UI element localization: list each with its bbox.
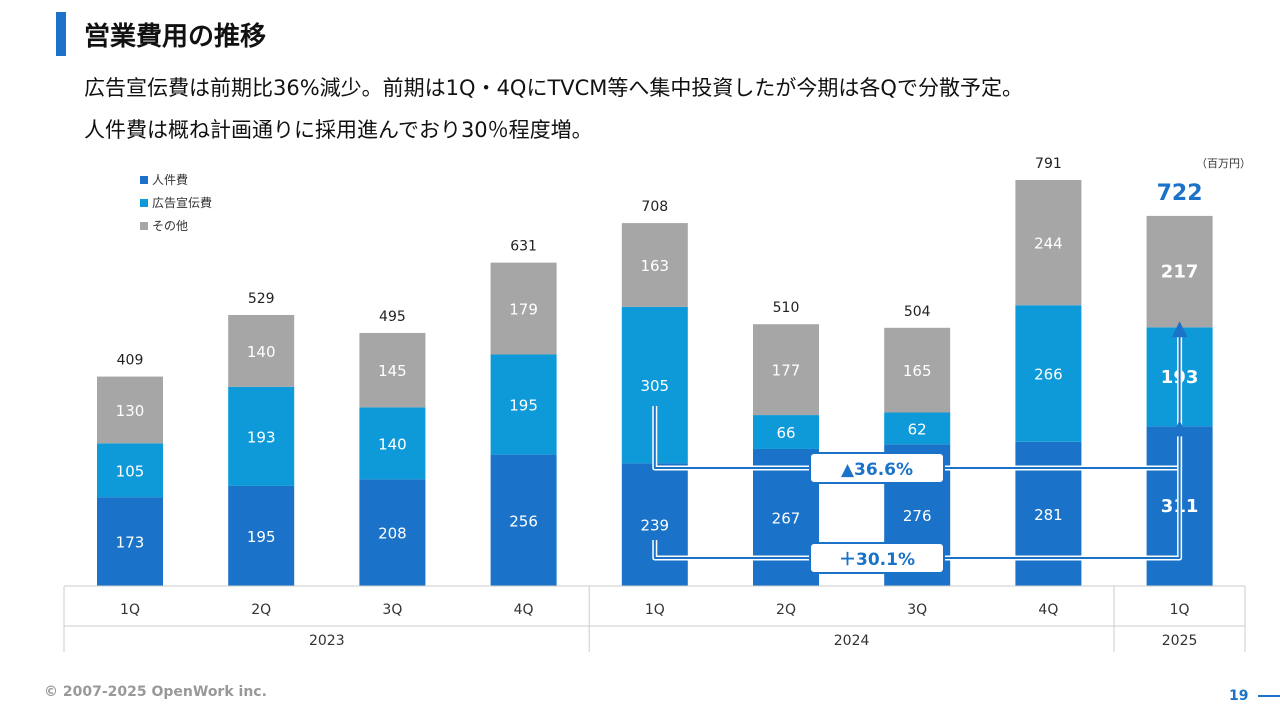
data-label: 217 bbox=[1161, 262, 1199, 283]
legend-label: 人件費 bbox=[152, 173, 189, 187]
data-label: 276 bbox=[903, 507, 932, 525]
x-tick-label: 3Q bbox=[382, 602, 402, 618]
bar-segment bbox=[753, 448, 819, 586]
legend-swatch bbox=[140, 175, 148, 184]
total-label: 791 bbox=[1035, 156, 1062, 172]
bar-segment bbox=[490, 262, 557, 355]
data-label: 267 bbox=[772, 509, 801, 527]
legend-item-other: その他 bbox=[140, 214, 212, 237]
total-label: 631 bbox=[510, 239, 537, 255]
total-label: 722 bbox=[1157, 181, 1203, 206]
unit-label: （百万円） bbox=[1196, 157, 1251, 170]
data-label: 140 bbox=[247, 343, 276, 361]
legend-label: その他 bbox=[152, 219, 189, 233]
bar-segment bbox=[490, 354, 557, 455]
group-label: 2023 bbox=[309, 633, 345, 649]
data-label: 179 bbox=[509, 301, 538, 319]
bar-segment bbox=[359, 479, 426, 586]
x-tick-label: 4Q bbox=[514, 602, 534, 618]
total-label: 510 bbox=[773, 300, 800, 316]
bar-segment bbox=[97, 376, 163, 444]
x-tick-label: 3Q bbox=[907, 602, 927, 618]
annotation-box bbox=[809, 542, 945, 574]
bar-segment bbox=[97, 497, 163, 586]
legend-item-personnel: 人件費 bbox=[140, 168, 212, 191]
bar-segment bbox=[621, 223, 688, 307]
data-label: 140 bbox=[378, 435, 407, 453]
description-line-1: 広告宣伝費は前期比36%減少。前期は1Q・4QにTVCM等へ集中投資したが今期は… bbox=[84, 76, 1023, 100]
legend-swatch bbox=[140, 221, 148, 230]
x-tick-label: 1Q bbox=[120, 602, 140, 618]
total-label: 409 bbox=[117, 353, 144, 369]
bar-segment bbox=[753, 324, 819, 416]
legend-swatch bbox=[140, 198, 148, 207]
group-label: 2024 bbox=[834, 633, 870, 649]
page-number-underline bbox=[1258, 695, 1280, 697]
data-label: 305 bbox=[640, 377, 669, 395]
copyright-text: © 2007-2025 OpenWork inc. bbox=[44, 684, 267, 700]
bar-segment bbox=[359, 407, 426, 480]
description-line-2: 人件費は概ね計画通りに採用進んでおり30％程度増。 bbox=[84, 118, 593, 142]
page-number: 19 bbox=[1229, 688, 1249, 704]
bar-segment bbox=[1015, 305, 1082, 442]
data-label: 66 bbox=[776, 424, 795, 442]
bar-segment bbox=[1146, 215, 1213, 328]
bar-segment bbox=[490, 454, 557, 586]
data-label: 145 bbox=[378, 362, 407, 380]
bar-segment bbox=[228, 386, 295, 486]
bar-segment bbox=[359, 332, 426, 408]
group-label: 2025 bbox=[1162, 633, 1198, 649]
page-title: 営業費用の推移 bbox=[84, 22, 267, 52]
bar-segment bbox=[97, 443, 163, 498]
x-tick-label: 2Q bbox=[251, 602, 271, 618]
data-label: 195 bbox=[247, 528, 276, 546]
total-label: 529 bbox=[248, 291, 275, 307]
data-label: 244 bbox=[1034, 235, 1063, 253]
legend-item-advertising: 広告宣伝費 bbox=[140, 191, 212, 214]
data-label: 130 bbox=[116, 402, 145, 420]
bar-segment bbox=[228, 314, 295, 387]
annotation-box bbox=[809, 452, 945, 484]
x-tick-label: 2Q bbox=[776, 602, 796, 618]
bar-segment bbox=[621, 463, 688, 586]
bar-segment bbox=[1015, 179, 1082, 306]
bar-segment bbox=[228, 485, 295, 586]
data-label: 163 bbox=[640, 257, 669, 275]
data-label: 281 bbox=[1034, 506, 1063, 524]
x-tick-label: 1Q bbox=[1170, 602, 1190, 618]
x-tick-label: 4Q bbox=[1038, 602, 1058, 618]
data-label: 165 bbox=[903, 362, 932, 380]
data-label: 105 bbox=[116, 462, 145, 480]
data-label: 195 bbox=[509, 397, 538, 415]
legend-label: 広告宣伝費 bbox=[152, 196, 213, 210]
annotation-label: ＋30.1% bbox=[839, 550, 915, 570]
bar-segment bbox=[753, 415, 819, 449]
chart-legend: 人件費 広告宣伝費 その他 bbox=[140, 168, 212, 237]
data-label: 208 bbox=[378, 525, 407, 543]
data-label: 193 bbox=[247, 428, 276, 446]
total-label: 504 bbox=[904, 304, 931, 320]
bar-segment bbox=[884, 327, 951, 413]
data-label: 62 bbox=[908, 420, 927, 438]
data-label: 239 bbox=[640, 517, 669, 535]
x-tick-label: 1Q bbox=[645, 602, 665, 618]
data-label: 256 bbox=[509, 512, 538, 530]
title-accent-bar bbox=[56, 12, 66, 56]
data-label: 266 bbox=[1034, 365, 1063, 383]
annotation-label: ▲36.6% bbox=[841, 460, 913, 480]
total-label: 708 bbox=[641, 199, 668, 215]
data-label: 173 bbox=[116, 534, 145, 552]
bar-segment bbox=[884, 412, 951, 445]
total-label: 495 bbox=[379, 309, 406, 325]
data-label: 177 bbox=[772, 362, 801, 380]
